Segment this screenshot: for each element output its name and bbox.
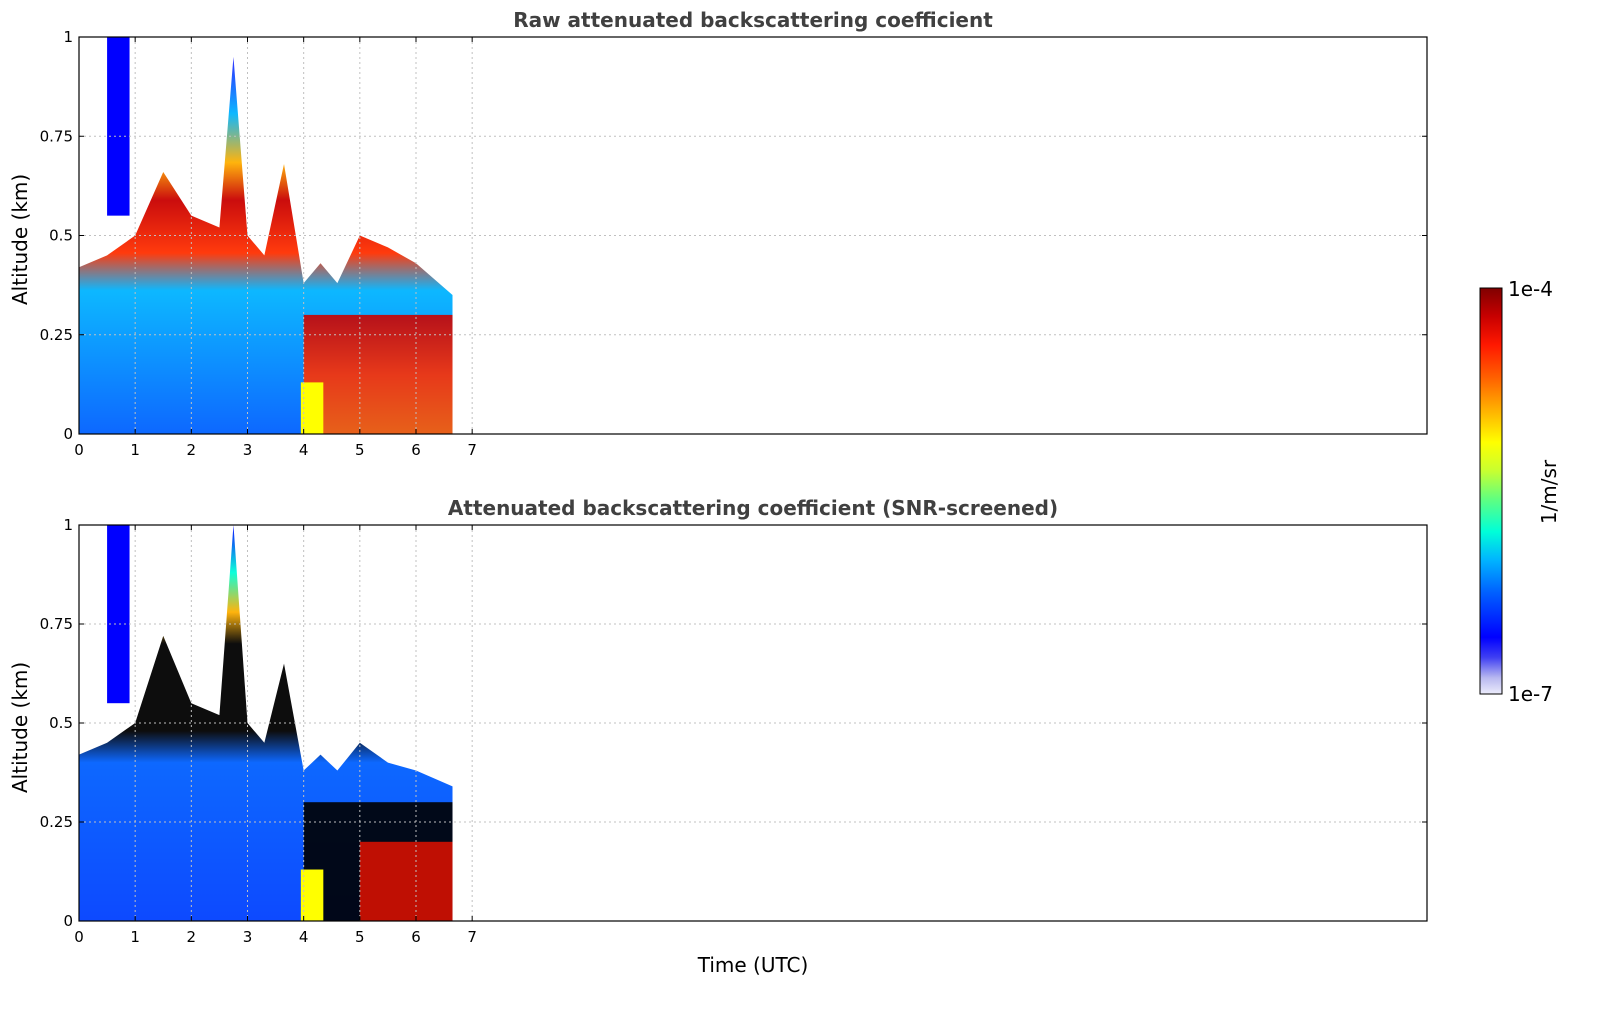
colorbar-min-label: 1e-7	[1508, 682, 1553, 706]
x-tick-label: 6	[411, 928, 421, 946]
yellow-band	[300, 869, 324, 921]
y-tick-label: 0	[63, 425, 73, 443]
x-tick-label: 2	[187, 928, 197, 946]
x-tick-label: 7	[467, 928, 477, 946]
x-tick-label: 1	[130, 928, 140, 946]
y-tick-label: 1	[63, 28, 73, 46]
y-tick-label: 1	[63, 516, 73, 534]
y-tick-label: 0.75	[40, 615, 73, 633]
x-tick-label: 6	[411, 441, 421, 459]
x-tick-label: 7	[467, 441, 477, 459]
red-surface-band	[359, 841, 453, 921]
y-tick-label: 0.5	[49, 227, 73, 245]
x-tick-label: 5	[355, 441, 365, 459]
panels-layer: 0 1 2 3 4 5 6 7 0 0.25 0.5 0.75 1 0 1 2 3 4 5 6 7 0 0.25 0.5 0.7…	[40, 28, 1428, 946]
y-tick-label: 0.5	[49, 714, 73, 732]
y-tick-label: 0.75	[40, 127, 73, 145]
y-tick-label: 0.25	[40, 813, 73, 831]
x-tick-label: 2	[187, 441, 197, 459]
y-tick-label: 0.25	[40, 326, 73, 344]
x-tick-label: 0	[74, 441, 84, 459]
colorbar: 1e-4 1e-7 1/m/sr	[1479, 277, 1561, 706]
bottom-panel-title: Attenuated backscattering coefficient (S…	[447, 496, 1059, 520]
near-surface-layer	[303, 314, 453, 434]
x-tick-label: 4	[299, 928, 309, 946]
panel-snr: 0 1 2 3 4 5 6 7 0 0.25 0.5 0.75 1	[40, 516, 1428, 946]
blue-column	[107, 37, 130, 216]
colorbar-max-label: 1e-4	[1508, 277, 1553, 301]
yellow-band	[300, 382, 324, 434]
x-tick-label: 5	[355, 928, 365, 946]
colorbar-unit-label: 1/m/sr	[1537, 459, 1561, 524]
x-tick-label: 1	[130, 441, 140, 459]
top-panel-title: Raw attenuated backscattering coefficien…	[513, 8, 993, 32]
x-tick-label: 3	[243, 928, 253, 946]
x-tick-label: 3	[243, 441, 253, 459]
panel-raw: 0 1 2 3 4 5 6 7 0 0.25 0.5 0.75 1	[40, 28, 1428, 459]
x-tick-label: 0	[74, 928, 84, 946]
y-tick-label: 0	[63, 912, 73, 930]
blue-column	[107, 525, 130, 704]
x-tick-label: 4	[299, 441, 309, 459]
x-axis-label: Time (UTC)	[697, 953, 809, 977]
colorbar-gradient	[1479, 287, 1503, 695]
